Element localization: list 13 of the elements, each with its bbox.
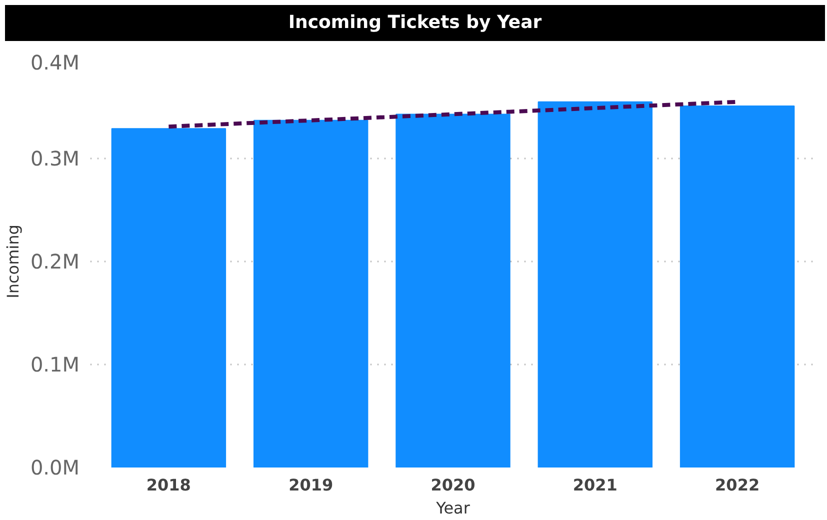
chart-title: Incoming Tickets by Year xyxy=(288,11,542,35)
x-tick-label: 2020 xyxy=(430,476,476,494)
x-tick-label: 2018 xyxy=(146,476,191,494)
y-tick-label: 0.1M xyxy=(30,352,80,376)
x-tick-label: 2022 xyxy=(715,476,760,494)
x-tick-label: 2021 xyxy=(572,476,618,494)
y-tick-label: 0.3M xyxy=(30,146,80,170)
y-tick-label: 0.2M xyxy=(30,250,80,274)
y-axis-title: Incoming xyxy=(3,224,22,298)
y-tick-label: 0.4M xyxy=(30,50,80,74)
x-tick-label: 2019 xyxy=(288,476,334,494)
y-tick-label: 0.0M xyxy=(30,456,80,480)
x-axis-title: Year xyxy=(435,498,470,518)
